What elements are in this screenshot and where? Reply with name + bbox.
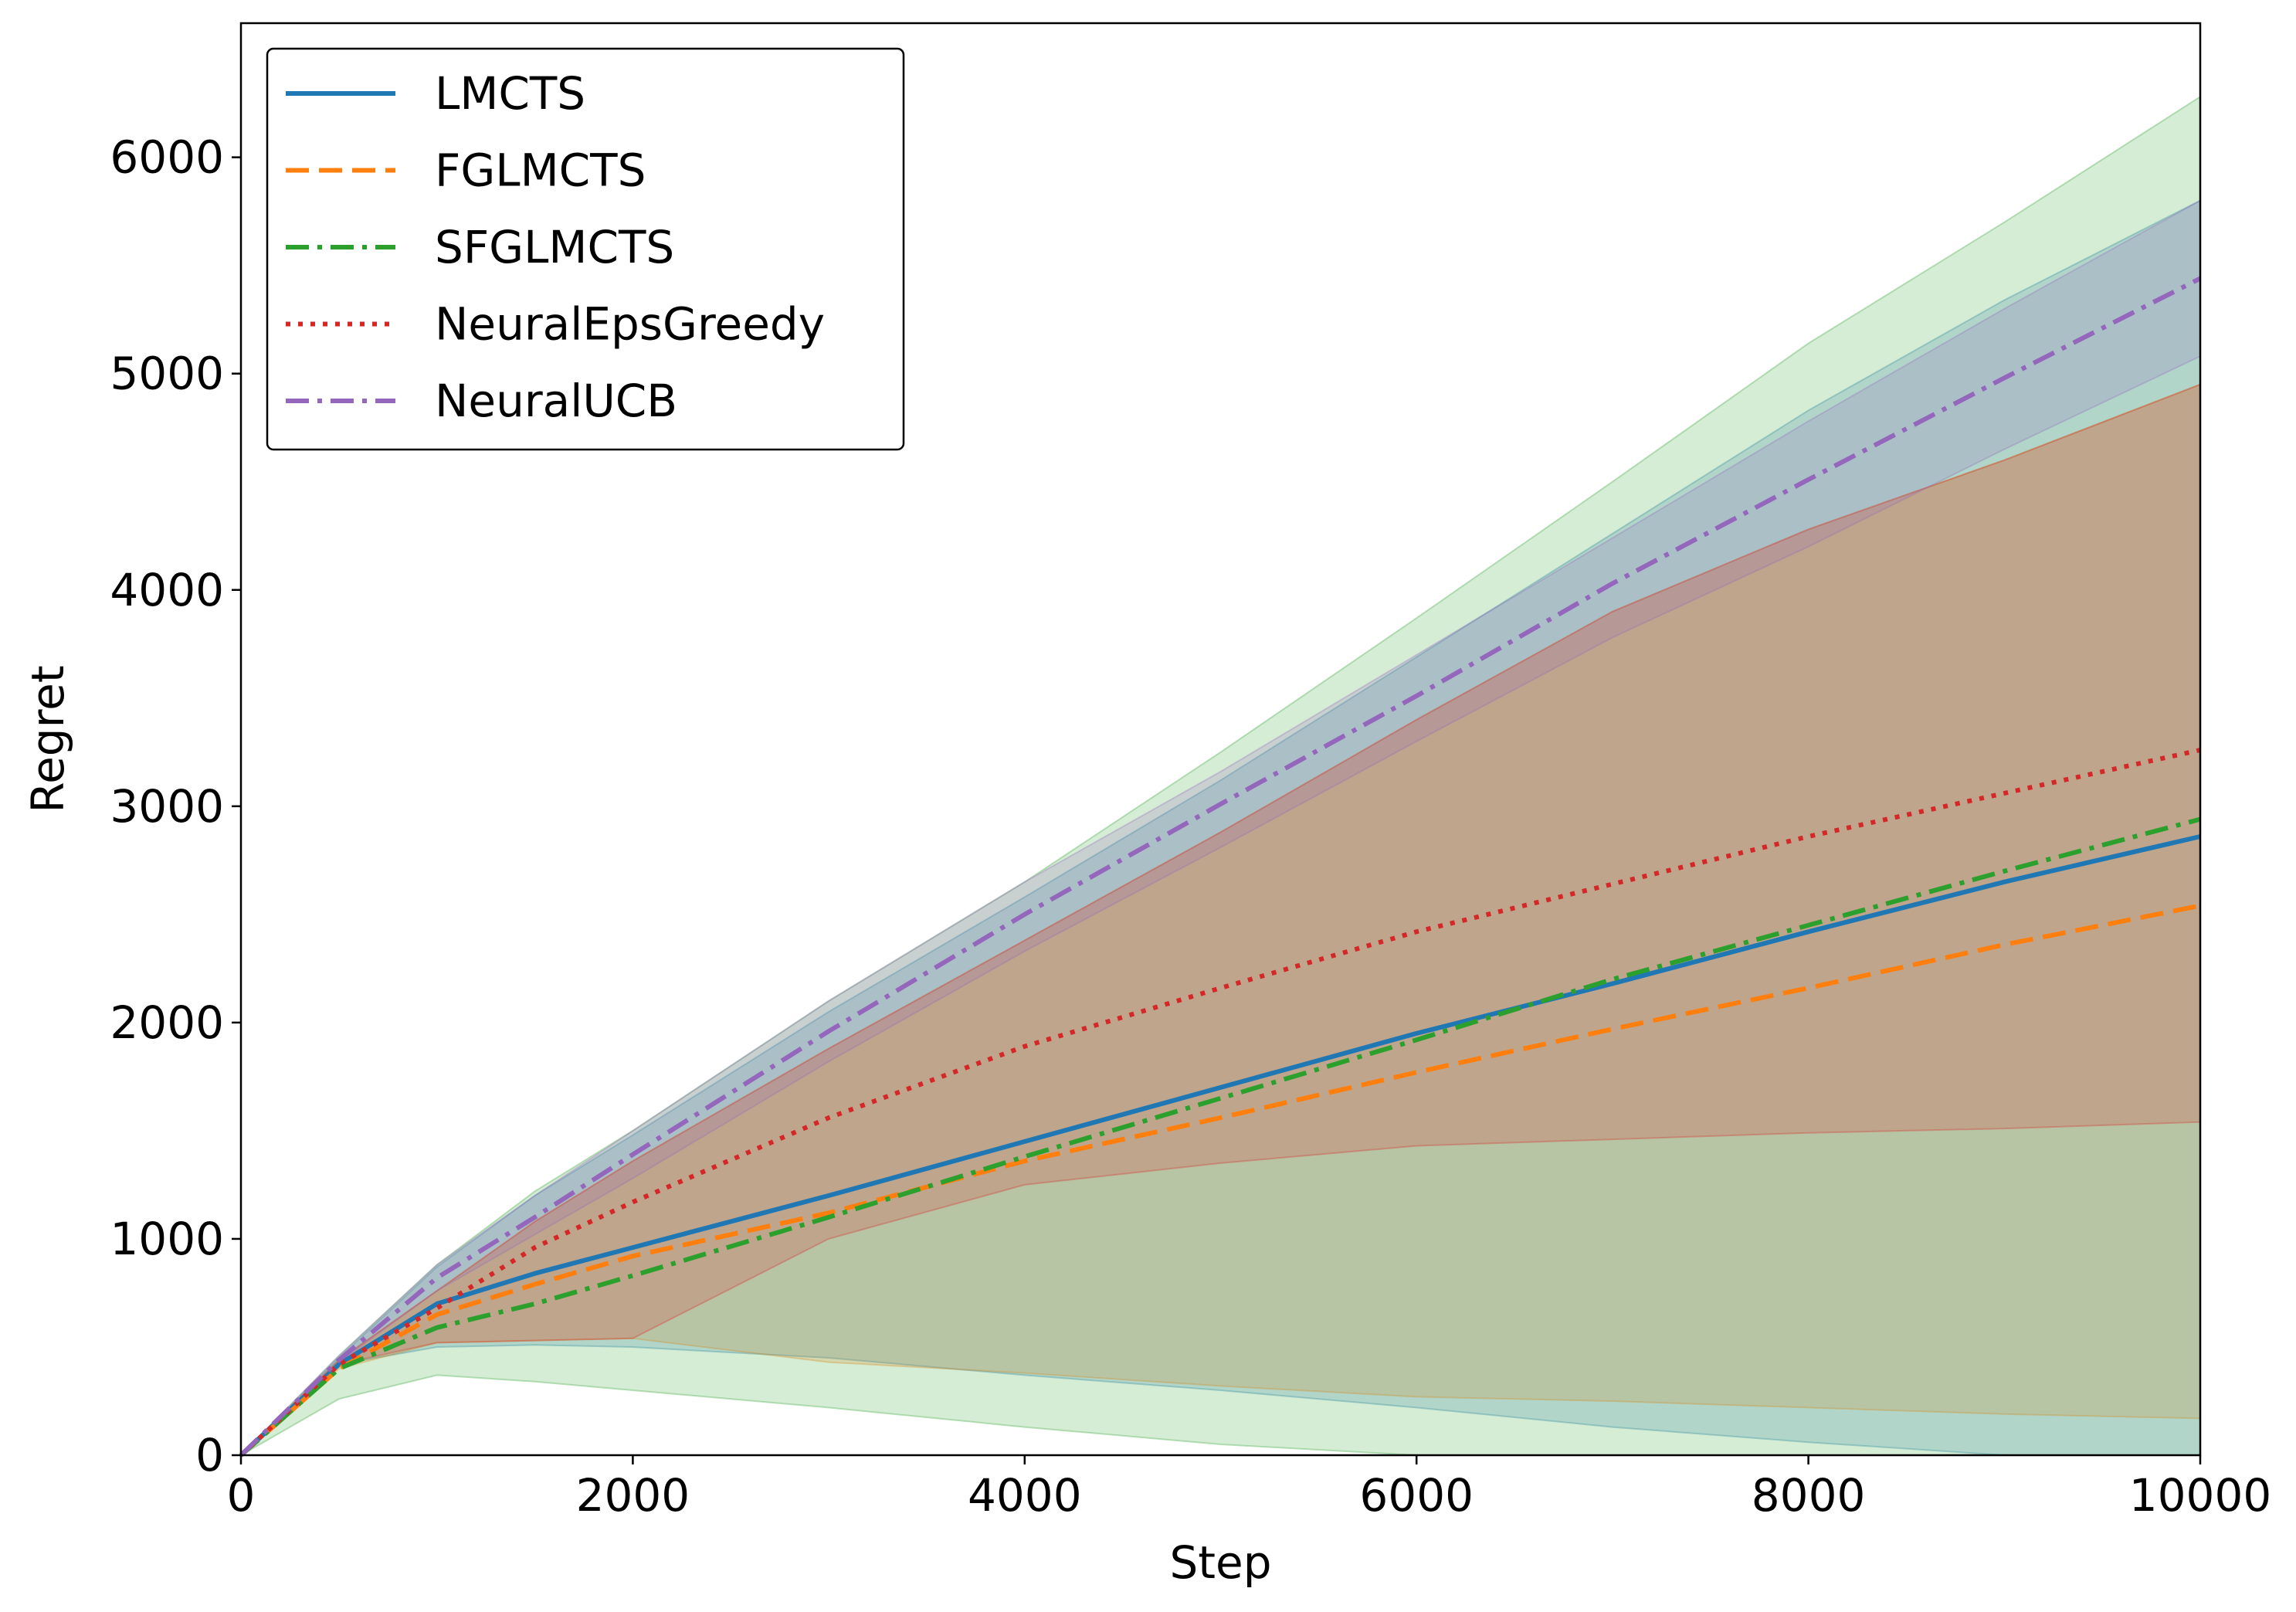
x-tick-label: 10000 <box>2129 1469 2272 1522</box>
confidence-bands <box>240 95 2201 1456</box>
x-axis-label: Step <box>1169 1536 1271 1589</box>
series-line-fglmcts <box>239 903 2201 1458</box>
x-tick-label: 2000 <box>576 1469 690 1522</box>
y-tick-label: 0 <box>195 1429 224 1481</box>
legend-label-lmcts: LMCTS <box>435 67 585 120</box>
y-tick-label: 2000 <box>110 996 224 1049</box>
y-tick-label: 5000 <box>110 348 224 400</box>
y-tick-label: 3000 <box>110 780 224 833</box>
x-axis-ticks: 0 2000 4000 6000 8000 10000 <box>227 1455 2272 1522</box>
x-tick-label: 8000 <box>1752 1469 1866 1522</box>
x-tick-label: 0 <box>227 1469 256 1522</box>
y-axis-ticks: 0 1000 2000 3000 4000 5000 6000 <box>110 131 241 1481</box>
legend-label-sfglmcts: SFGLMCTS <box>435 221 674 273</box>
legend-label-neuralepsgreedy: NeuralEpsGreedy <box>435 298 825 351</box>
y-tick-label: 6000 <box>110 131 224 184</box>
legend-box <box>266 47 905 451</box>
legend-label-neuralucb: NeuralUCB <box>435 375 677 427</box>
series-line-neuralucb <box>239 276 2202 1458</box>
y-tick-label: 4000 <box>110 564 224 616</box>
legend-label-fglmcts: FGLMCTS <box>435 144 646 197</box>
x-tick-label: 4000 <box>968 1469 1082 1522</box>
y-axis-label: Regret <box>22 665 74 813</box>
series-line-lmcts <box>239 834 2201 1458</box>
legend: LMCTS FGLMCTS SFGLMCTS NeuralEpsGreedy Neura… <box>266 47 905 451</box>
series-line-neuralepsgreedy <box>239 748 2201 1458</box>
y-tick-label: 1000 <box>110 1213 224 1265</box>
plot-area-frame <box>239 22 2202 1457</box>
series-lines <box>239 276 2202 1458</box>
x-tick-label: 6000 <box>1359 1469 1474 1522</box>
series-line-sfglmcts <box>239 816 2201 1458</box>
